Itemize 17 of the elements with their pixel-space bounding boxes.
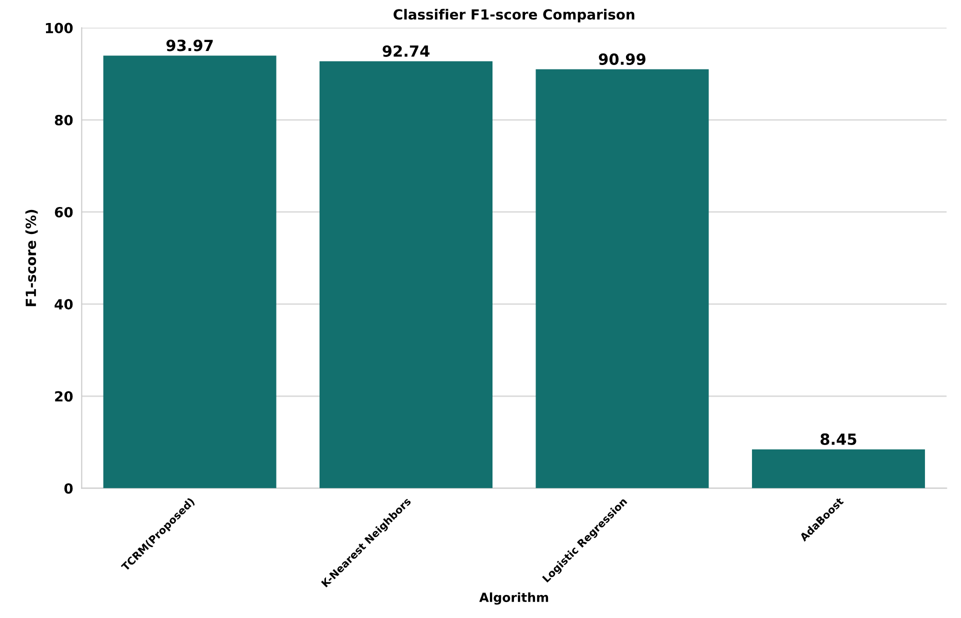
x-axis-title: Algorithm [479, 592, 548, 605]
y-tick-label: 20 [55, 391, 73, 402]
bar [536, 69, 709, 488]
y-tick-label: 0 [64, 483, 73, 494]
y-tick-label: 40 [54, 299, 73, 310]
y-axis-title: F1-score (%) [25, 210, 38, 306]
y-tick-label: 60 [54, 206, 73, 218]
y-tick-label: 80 [54, 114, 73, 126]
chart-title: Classifier F1-score Comparison [394, 8, 634, 22]
y-tick-label: 100 [46, 22, 73, 34]
data-label: 90.99 [598, 53, 646, 65]
bar [320, 61, 493, 488]
data-label: 93.97 [166, 40, 213, 52]
data-label: 8.45 [820, 433, 856, 445]
bar [103, 56, 276, 488]
data-label: 92.74 [382, 45, 430, 57]
bar [752, 449, 925, 488]
